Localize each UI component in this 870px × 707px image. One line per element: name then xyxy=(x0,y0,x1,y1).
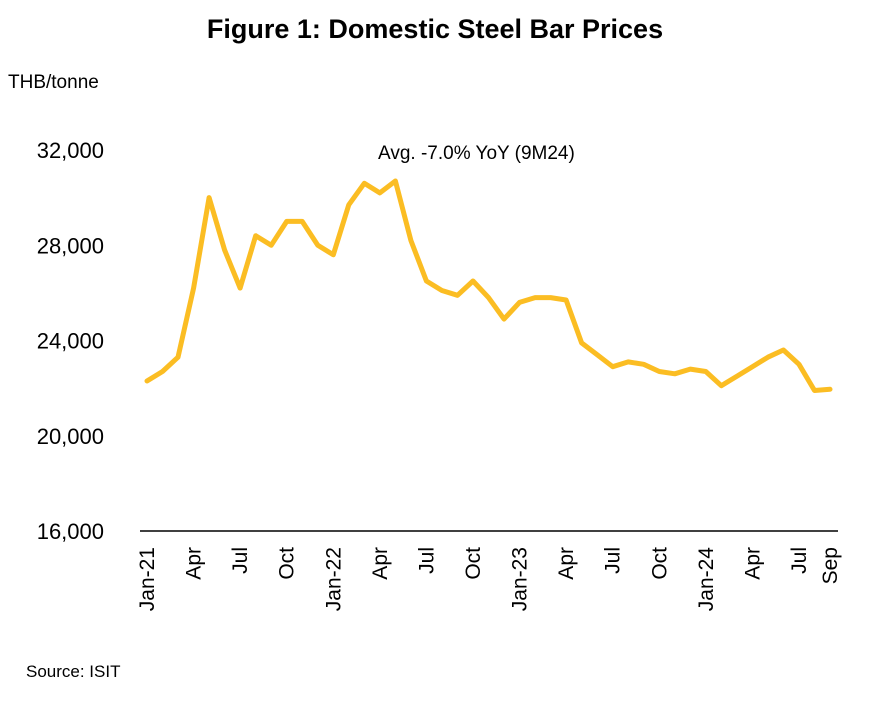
x-tick-label: Apr xyxy=(369,547,392,580)
y-tick-label: 32,000 xyxy=(37,138,104,163)
x-tick-label: Oct xyxy=(276,547,299,580)
x-tick-label: Jan-23 xyxy=(509,547,532,611)
y-axis-unit-label: THB/tonne xyxy=(8,72,99,93)
x-tick-label: Jul xyxy=(788,547,811,574)
y-tick-label: 16,000 xyxy=(37,519,104,544)
y-tick-labels: 16,000 20,000 24,000 28,000 32,000 xyxy=(37,138,104,544)
series-layer xyxy=(144,178,833,393)
x-tick-label: Apr xyxy=(741,547,764,580)
price-series-line xyxy=(144,178,833,393)
x-tick-label: Sep xyxy=(819,547,842,584)
y-tick-label: 20,000 xyxy=(37,424,104,449)
chart-annotation: Avg. -7.0% YoY (9M24) xyxy=(378,143,575,164)
x-tick-label: Jan-21 xyxy=(136,547,159,611)
y-tick-label: 24,000 xyxy=(37,329,104,354)
x-tick-label: Jan-22 xyxy=(322,547,345,611)
x-tick-label: Jul xyxy=(229,547,252,574)
x-tick-label: Apr xyxy=(555,547,578,580)
x-tick-labels: Jan-21 Apr Jul Oct Jan-22 Apr Jul Oct Jan-23 Apr J… xyxy=(136,547,842,612)
y-tick-label: 28,000 xyxy=(37,233,104,258)
x-tick-label: Jan-24 xyxy=(695,547,718,612)
x-tick-label: Oct xyxy=(462,547,485,580)
source-note: Source: ISIT xyxy=(26,662,121,681)
x-tick-label: Oct xyxy=(648,547,671,580)
x-tick-label: Apr xyxy=(183,547,206,580)
x-tick-label: Jul xyxy=(415,547,438,574)
chart-title: Figure 1: Domestic Steel Bar Prices xyxy=(206,14,664,44)
x-tick-label: Jul xyxy=(602,547,625,574)
